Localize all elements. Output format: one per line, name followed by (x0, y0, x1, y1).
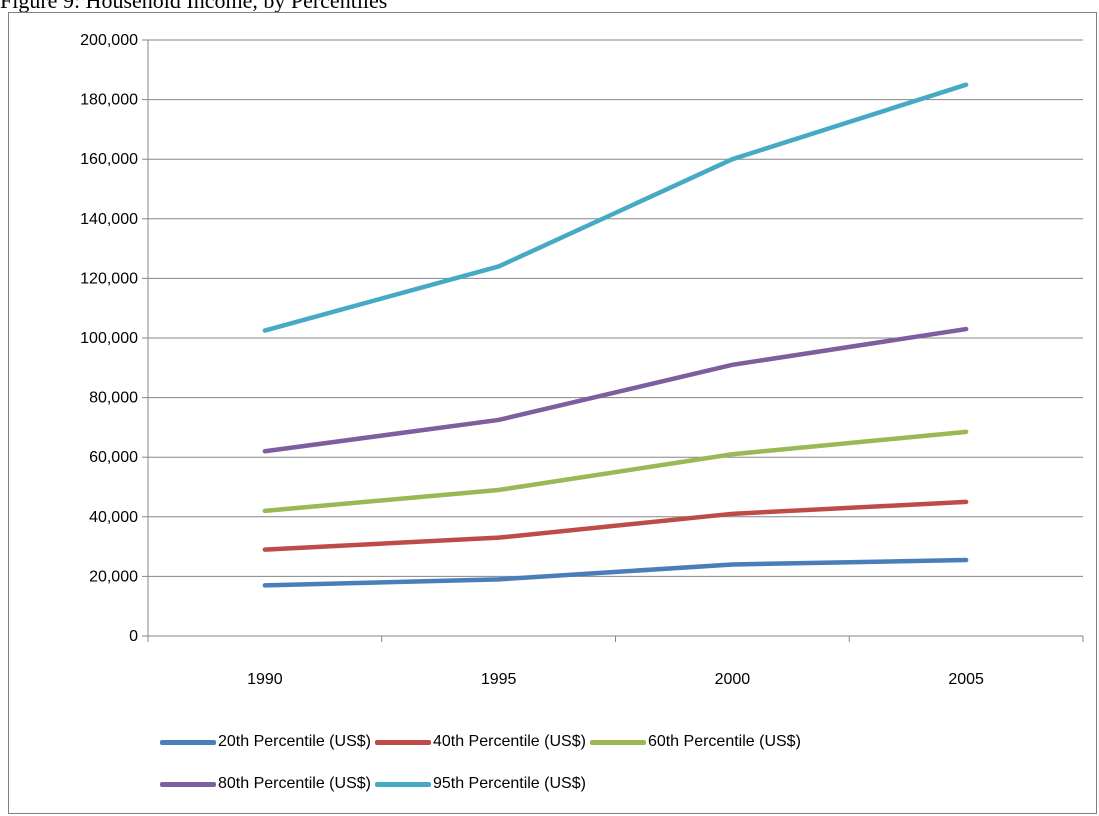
series-line-1 (262, 557, 969, 588)
y-tick-label: 100,000 (80, 330, 138, 347)
x-axis-tick-labels: 1990 1995 2000 2005 (247, 671, 984, 688)
figure-caption: Figure 9: Household Income, by Percentil… (0, 0, 388, 13)
legend-row-2: 80th Percentile (US$) 95th Percentile (US… (160, 775, 590, 793)
y-tick-label: 40,000 (89, 509, 138, 526)
legend-item: 95th Percentile (US$) (374, 775, 586, 793)
series-line-3 (262, 429, 969, 514)
series-lines (262, 82, 969, 588)
gridlines (148, 39, 1083, 577)
axes (142, 39, 1084, 642)
series-line-4 (262, 326, 969, 454)
y-tick-label: 180,000 (80, 92, 138, 109)
series-line-2 (262, 499, 969, 552)
legend-swatch (160, 781, 216, 787)
legend-item: 40th Percentile (US$) (374, 733, 586, 751)
legend-row-1: 20th Percentile (US$) 40th Percentile (US… (160, 733, 805, 751)
legend-swatch (374, 739, 431, 745)
legend-swatch (160, 739, 216, 745)
legend-item: 60th Percentile (US$) (589, 733, 801, 751)
legend-label: 80th Percentile (US$) (218, 775, 371, 792)
legend-label: 40th Percentile (US$) (432, 733, 586, 750)
y-tick-label: 60,000 (89, 449, 138, 466)
y-tick-label: 140,000 (80, 211, 138, 228)
x-tick-label: 2000 (715, 671, 751, 688)
y-tick-label: 80,000 (89, 390, 138, 407)
y-tick-label: 120,000 (80, 270, 138, 287)
x-tick-label: 2005 (948, 671, 984, 688)
legend-label: 95th Percentile (US$) (432, 775, 586, 792)
y-axis-tick-labels: 0 20,000 40,000 60,000 80,000 100,000 120,000 1… (80, 32, 138, 645)
x-tick-label: 1995 (481, 671, 517, 688)
chart-frame (8, 12, 1097, 814)
y-tick-label: 0 (129, 628, 138, 645)
legend-swatch (589, 739, 646, 745)
legend-item: 20th Percentile (US$) (160, 733, 371, 751)
legend-item: 80th Percentile (US$) (160, 775, 371, 793)
y-tick-label: 20,000 (89, 568, 138, 585)
legend-label: 20th Percentile (US$) (218, 733, 371, 750)
legend-swatch (374, 781, 431, 787)
y-tick-label: 160,000 (80, 151, 138, 168)
legend-label: 60th Percentile (US$) (647, 733, 801, 750)
series-line-5 (262, 82, 969, 333)
x-tick-label: 1990 (247, 671, 283, 688)
y-tick-label: 200,000 (80, 32, 138, 49)
